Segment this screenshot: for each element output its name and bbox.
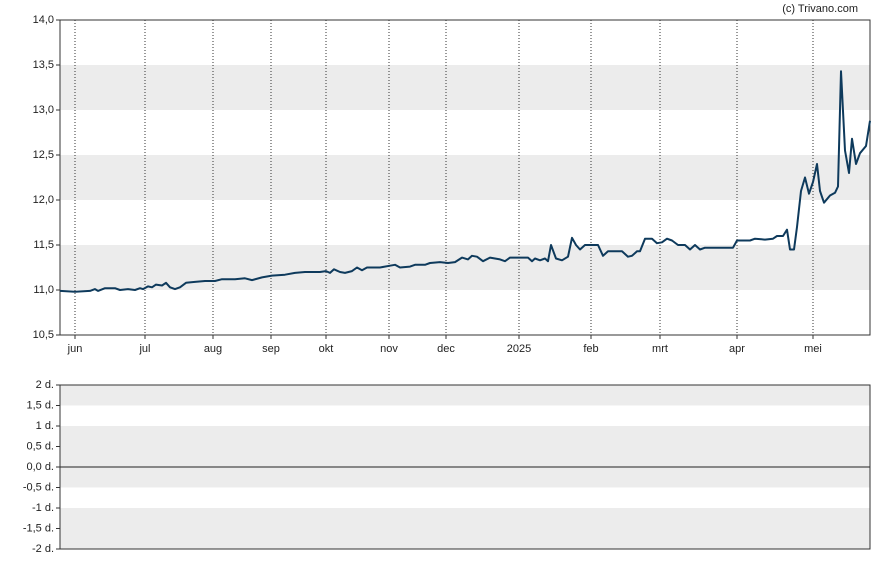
y-tick-label: -1,5 d. bbox=[23, 522, 54, 534]
y-tick-label: 13,5 bbox=[33, 59, 54, 71]
band bbox=[60, 467, 870, 488]
plot-frame bbox=[59, 384, 871, 550]
y-tick-label: 12,0 bbox=[33, 194, 54, 206]
y-tick-label: 11,0 bbox=[33, 284, 54, 296]
band bbox=[60, 528, 870, 549]
plot-frame bbox=[59, 19, 871, 336]
x-tick-label: nov bbox=[380, 343, 398, 355]
y-tick-label: 0,5 d. bbox=[26, 440, 54, 452]
band bbox=[60, 426, 870, 447]
y-tick-label: 0,0 d. bbox=[26, 461, 54, 473]
y-tick-label: 14,0 bbox=[33, 14, 54, 26]
band bbox=[60, 385, 870, 406]
x-tick-label: mrt bbox=[652, 343, 668, 355]
x-tick-label: feb bbox=[583, 343, 598, 355]
y-tick-label: -2 d. bbox=[32, 543, 54, 555]
x-tick-label: sep bbox=[262, 343, 280, 355]
band bbox=[60, 446, 870, 467]
y-tick-label: 1,5 d. bbox=[26, 399, 54, 411]
band bbox=[60, 65, 870, 110]
y-tick-label: 2 d. bbox=[36, 379, 54, 391]
credit: (c) Trivano.com bbox=[782, 3, 858, 15]
y-tick-label: 1 d. bbox=[36, 420, 54, 432]
band bbox=[60, 245, 870, 290]
y-tick-label: 12,5 bbox=[33, 149, 54, 161]
band bbox=[60, 155, 870, 200]
y-tick-label: -1 d. bbox=[32, 502, 54, 514]
band bbox=[60, 508, 870, 529]
x-tick-label: okt bbox=[319, 343, 334, 355]
x-tick-label: 2025 bbox=[507, 343, 531, 355]
y-tick-label: 13,0 bbox=[33, 104, 54, 116]
x-tick-label: mei bbox=[804, 343, 822, 355]
x-tick-label: jun bbox=[67, 343, 83, 355]
y-tick-label: 10,5 bbox=[33, 329, 54, 341]
x-tick-label: dec bbox=[437, 343, 455, 355]
price-line bbox=[59, 70, 871, 293]
x-tick-label: jul bbox=[138, 343, 150, 355]
y-tick-label: 11,5 bbox=[33, 239, 54, 251]
y-tick-label: -0,5 d. bbox=[23, 481, 54, 493]
x-tick-label: apr bbox=[729, 343, 745, 355]
x-tick-label: aug bbox=[204, 343, 222, 355]
